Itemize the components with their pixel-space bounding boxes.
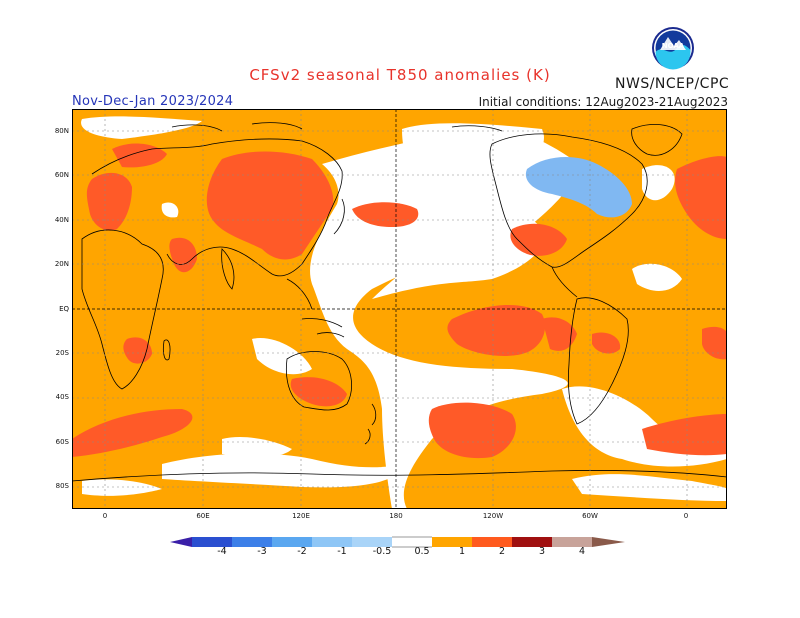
forecast-period: Nov-Dec-Jan 2023/2024 <box>72 94 234 109</box>
lon-label-180: 180 <box>389 512 403 520</box>
legend-tick: -0.5 <box>372 546 392 557</box>
initial-conditions: Initial conditions: 12Aug2023-21Aug2023 <box>478 95 728 109</box>
lat-label-eq: EQ <box>59 305 69 313</box>
legend-swatch <box>352 537 392 547</box>
lat-label-80s: 80S <box>55 482 69 490</box>
map-frame <box>72 109 727 509</box>
color-legend-bar <box>170 536 625 548</box>
noaa-logo: NOAA <box>652 27 694 70</box>
lat-label-60s: 60S <box>55 438 69 446</box>
legend-swatch <box>312 537 352 547</box>
legend-tick: 2 <box>498 546 506 557</box>
lon-label-120e: 120E <box>292 512 310 520</box>
legend-tick: -4 <box>217 546 227 557</box>
legend-swatch <box>272 537 312 547</box>
legend-swatch <box>552 537 592 547</box>
legend-swatch <box>392 537 432 547</box>
legend-tick: 0.5 <box>414 546 430 557</box>
lat-label-40n: 40N <box>54 216 69 224</box>
legend-tick: 4 <box>578 546 586 557</box>
legend-tick: -1 <box>337 546 347 557</box>
coastlines <box>72 122 727 482</box>
strong-positive-regions <box>72 143 727 459</box>
lon-label-60e: 60E <box>196 512 210 520</box>
lon-label-0-east: 0 <box>683 512 689 520</box>
legend-tick: -3 <box>257 546 267 557</box>
map-title: CFSv2 seasonal T850 anomalies (K) <box>249 66 551 84</box>
lat-label-80n: 80N <box>54 127 69 135</box>
legend-swatch <box>232 537 272 547</box>
legend-tick: -2 <box>297 546 307 557</box>
legend-tick: 3 <box>538 546 546 557</box>
legend-arrow-right <box>592 537 625 547</box>
anomaly-map <box>72 109 727 509</box>
lon-label-0: 0 <box>102 512 108 520</box>
lon-label-60w: 60W <box>582 512 598 520</box>
lon-label-120w: 120W <box>482 512 504 520</box>
legend-swatch <box>472 537 512 547</box>
lat-label-60n: 60N <box>54 171 69 179</box>
lat-label-40s: 40S <box>55 393 69 401</box>
legend-swatch <box>512 537 552 547</box>
agency-label: NWS/NCEP/CPC <box>615 76 730 92</box>
lat-label-20n: 20N <box>54 260 69 268</box>
negative-anomaly-region <box>525 157 632 218</box>
legend-tick: 1 <box>458 546 466 557</box>
lat-label-20s: 20S <box>55 349 69 357</box>
logo-text: NOAA <box>662 42 685 50</box>
legend-swatch <box>192 537 232 547</box>
legend-arrow-left <box>170 537 192 547</box>
legend-swatch <box>432 537 472 547</box>
